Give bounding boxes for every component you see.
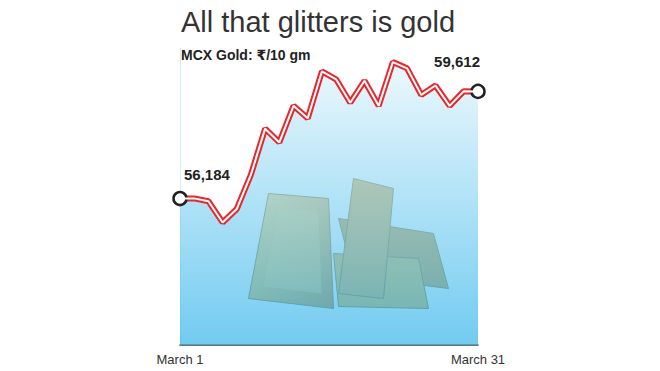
svg-text:March 1: March 1 bbox=[157, 352, 204, 367]
svg-text:59,612: 59,612 bbox=[434, 53, 480, 70]
svg-text:March 31: March 31 bbox=[451, 352, 505, 367]
svg-text:56,184: 56,184 bbox=[184, 166, 231, 183]
svg-text:MCX Gold: ₹/10 gm: MCX Gold: ₹/10 gm bbox=[181, 47, 311, 63]
svg-text:All that glitters is gold: All that glitters is gold bbox=[181, 6, 455, 38]
